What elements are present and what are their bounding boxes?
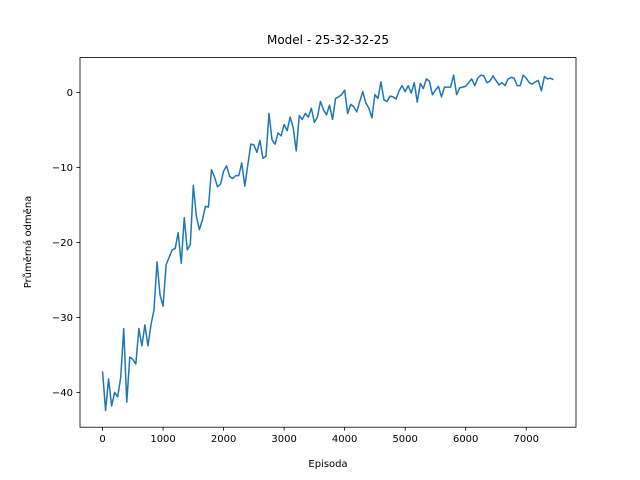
x-axis-label: Episoda (308, 459, 347, 470)
data-line (101, 74, 554, 412)
chart-title: Model - 25-32-32-25 (267, 33, 389, 47)
x-tick-label: 7000 (513, 434, 538, 445)
y-tick-label: 0 (67, 88, 73, 99)
y-tick-label: −40 (52, 388, 73, 399)
y-tick-label: −30 (52, 313, 73, 324)
y-tick-label: −20 (52, 238, 73, 249)
x-tick-label: 4000 (332, 434, 357, 445)
x-tick-label: 1000 (150, 434, 175, 445)
x-tick-label: 6000 (453, 434, 478, 445)
y-tick-label: −10 (52, 163, 73, 174)
x-tick-label: 5000 (392, 434, 417, 445)
x-tick-label: 2000 (211, 434, 236, 445)
y-axis-label: Průměrná odměna (22, 196, 34, 289)
x-tick-label: 3000 (271, 434, 296, 445)
x-tick-label: 0 (99, 434, 105, 445)
plot-frame (79, 57, 577, 428)
